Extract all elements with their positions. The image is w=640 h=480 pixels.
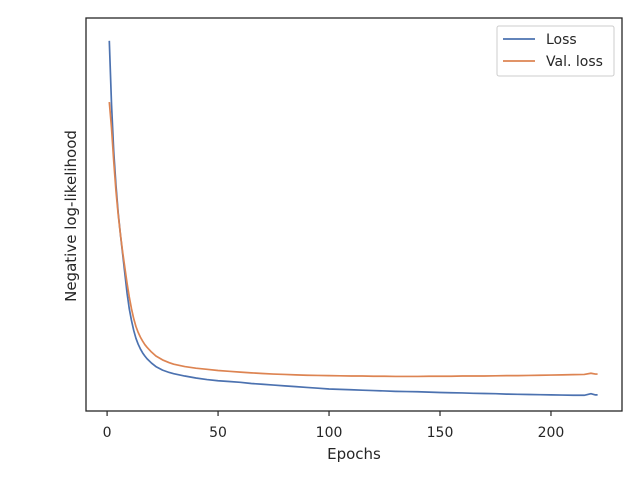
legend-label-loss: Loss xyxy=(546,32,577,48)
plot-area-frame xyxy=(85,17,623,412)
y-axis-label: Negative log-likelihood xyxy=(62,130,80,302)
legend: Loss Val. loss xyxy=(496,25,615,77)
legend-label-val-loss: Val. loss xyxy=(546,54,603,70)
x-tick-label: 100 xyxy=(316,425,343,441)
x-axis-ticks: 0 50 100 150 200 xyxy=(103,411,565,441)
x-tick-label: 0 xyxy=(103,425,112,441)
x-axis-label: Epochs xyxy=(327,445,381,463)
x-tick-label: 50 xyxy=(209,425,227,441)
series-line-loss xyxy=(108,40,598,397)
series-line-val-loss xyxy=(108,102,598,378)
series-layer xyxy=(108,40,598,397)
x-tick-label: 200 xyxy=(538,425,565,441)
x-tick-label: 150 xyxy=(427,425,454,441)
